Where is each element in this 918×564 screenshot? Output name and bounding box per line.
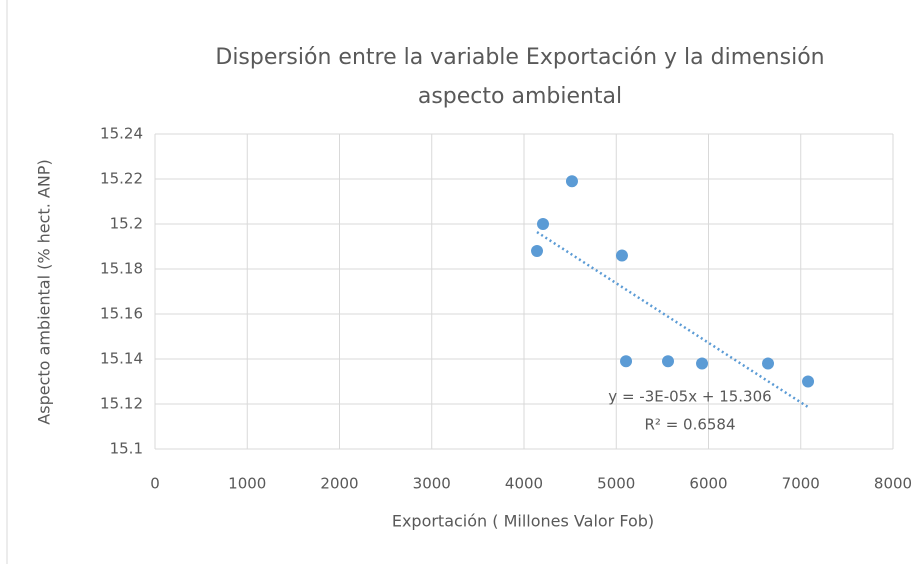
x-tick-label: 4000 [505, 475, 543, 493]
point [615, 249, 628, 262]
x-tick-label: 7000 [782, 475, 820, 493]
x-tick-label: 2000 [320, 475, 358, 493]
y-axis-title: Aspecto ambiental (% hect. ANP) [35, 159, 54, 424]
x-tick-label: 0 [150, 475, 160, 493]
chart-title: aspecto ambiental [418, 84, 622, 109]
point [802, 375, 815, 388]
y-tick-label: 15.24 [100, 125, 143, 143]
y-tick-label: 15.1 [110, 440, 143, 458]
y-tick-label: 15.18 [100, 260, 143, 278]
x-axis-title: Exportación ( Millones Valor Fob) [392, 512, 654, 531]
point [620, 355, 633, 368]
point [696, 357, 709, 370]
y-tick-label: 15.16 [100, 305, 143, 323]
point [565, 175, 578, 188]
trendline [536, 231, 809, 409]
y-tick-label: 15.22 [100, 170, 143, 188]
point [762, 357, 775, 370]
x-tick-label: 3000 [413, 475, 451, 493]
chart-title: Dispersión entre la variable Exportación… [215, 45, 824, 70]
x-tick-label: 1000 [228, 475, 266, 493]
point [537, 218, 550, 230]
point [531, 245, 544, 257]
trendline-r-squared: R² = 0.6584 [644, 416, 735, 434]
y-tick-label: 15.14 [100, 350, 143, 368]
y-tick-label: 15.2 [110, 215, 143, 233]
trendline-equation: y = -3E-05x + 15.306 [608, 388, 771, 406]
y-tick-label: 15.12 [100, 395, 143, 413]
x-tick-label: 8000 [874, 475, 912, 493]
x-tick-label: 6000 [689, 475, 727, 493]
point [662, 355, 675, 368]
x-tick-label: 5000 [597, 475, 635, 493]
